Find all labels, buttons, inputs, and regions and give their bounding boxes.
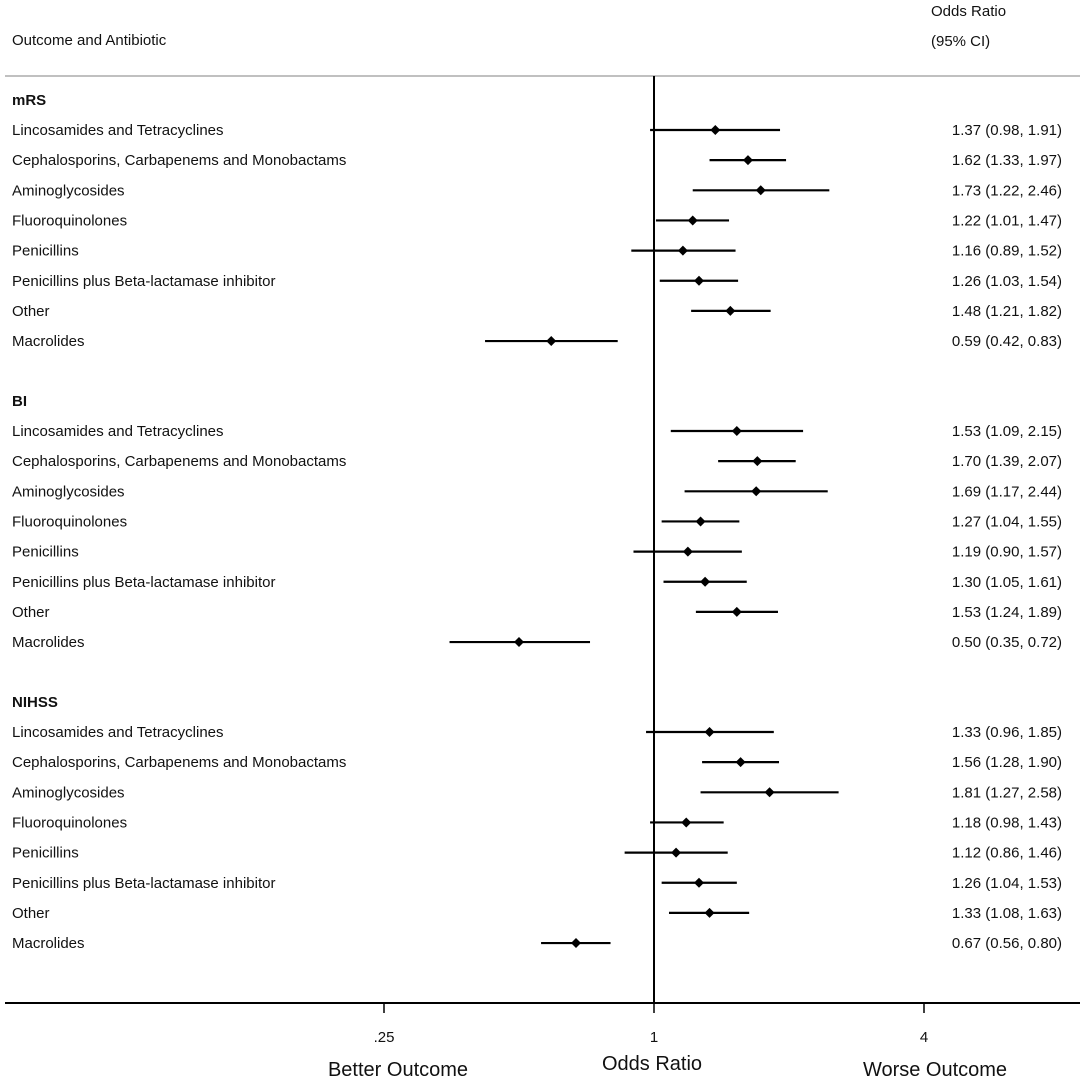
- row-value-bi-2: 1.69 (1.17, 2.44): [952, 483, 1062, 500]
- row-value-bi-7: 0.50 (0.35, 0.72): [952, 634, 1062, 651]
- point-estimate-nihss-1: [735, 757, 746, 768]
- row-label-bi-5: Penicillins plus Beta-lactamase inhibito…: [12, 574, 275, 591]
- row-value-nihss-6: 1.33 (1.08, 1.63): [952, 905, 1062, 922]
- row-label-mrs-4: Penicillins: [12, 243, 79, 260]
- row-value-mrs-7: 0.59 (0.42, 0.83): [952, 333, 1062, 350]
- point-estimate-bi-0: [731, 426, 742, 436]
- row-label-nihss-4: Penicillins: [12, 845, 79, 862]
- row-label-nihss-0: Lincosamides and Tetracyclines: [12, 724, 224, 741]
- row-value-bi-0: 1.53 (1.09, 2.15): [952, 423, 1062, 440]
- row-value-mrs-4: 1.16 (0.89, 1.52): [952, 243, 1062, 260]
- row-label-mrs-5: Penicillins plus Beta-lactamase inhibito…: [12, 273, 275, 290]
- row-value-bi-6: 1.53 (1.24, 1.89): [952, 604, 1062, 621]
- row-label-nihss-1: Cephalosporins, Carbapenems and Monobact…: [12, 754, 346, 771]
- point-estimate-bi-3: [695, 516, 706, 527]
- row-value-mrs-5: 1.26 (1.03, 1.54): [952, 273, 1062, 290]
- row-value-mrs-1: 1.62 (1.33, 1.97): [952, 152, 1062, 169]
- point-estimate-nihss-0: [704, 727, 715, 737]
- row-value-nihss-1: 1.56 (1.28, 1.90): [952, 754, 1062, 771]
- point-estimate-nihss-4: [671, 847, 682, 858]
- point-estimate-bi-4: [682, 546, 693, 557]
- row-label-bi-6: Other: [12, 604, 50, 621]
- row-label-nihss-6: Other: [12, 905, 50, 922]
- row-label-bi-4: Penicillins: [12, 544, 79, 561]
- header-ci-label: (95% CI): [931, 33, 990, 50]
- row-value-bi-4: 1.19 (0.90, 1.57): [952, 544, 1062, 561]
- worse-outcome-label: Worse Outcome: [863, 1059, 1007, 1081]
- row-label-bi-0: Lincosamides and Tetracyclines: [12, 423, 224, 440]
- x-tick-label-2: 4: [920, 1029, 928, 1046]
- point-estimate-nihss-6: [704, 907, 715, 918]
- point-estimate-nihss-7: [571, 938, 582, 949]
- row-value-nihss-2: 1.81 (1.27, 2.58): [952, 784, 1062, 801]
- row-label-mrs-2: Aminoglycosides: [12, 182, 125, 199]
- row-value-nihss-7: 0.67 (0.56, 0.80): [952, 935, 1062, 952]
- point-estimate-mrs-5: [694, 275, 705, 286]
- row-value-mrs-6: 1.48 (1.21, 1.82): [952, 303, 1062, 320]
- row-value-nihss-3: 1.18 (0.98, 1.43): [952, 814, 1062, 831]
- x-tick-label-0: .25: [374, 1029, 395, 1046]
- point-estimate-nihss-2: [764, 787, 775, 798]
- row-label-mrs-1: Cephalosporins, Carbapenems and Monobact…: [12, 152, 346, 169]
- point-estimate-mrs-1: [742, 155, 753, 166]
- row-label-bi-2: Aminoglycosides: [12, 483, 125, 500]
- row-value-nihss-4: 1.12 (0.86, 1.46): [952, 845, 1062, 862]
- group-title-mrs: mRS: [12, 92, 46, 109]
- point-estimate-mrs-4: [677, 245, 688, 256]
- point-estimate-bi-1: [752, 456, 763, 467]
- row-label-mrs-3: Fluoroquinolones: [12, 212, 127, 229]
- point-estimate-mrs-2: [755, 185, 766, 196]
- row-label-bi-1: Cephalosporins, Carbapenems and Monobact…: [12, 453, 346, 470]
- point-estimate-bi-2: [751, 486, 762, 497]
- point-estimate-mrs-6: [725, 305, 736, 316]
- row-label-mrs-7: Macrolides: [12, 333, 85, 350]
- row-value-nihss-0: 1.33 (0.96, 1.85): [952, 724, 1062, 741]
- point-estimate-bi-5: [700, 576, 711, 587]
- row-value-mrs-0: 1.37 (0.98, 1.91): [952, 122, 1062, 139]
- group-title-bi: BI: [12, 393, 27, 410]
- row-label-mrs-0: Lincosamides and Tetracyclines: [12, 122, 224, 139]
- better-outcome-label: Better Outcome: [328, 1059, 468, 1081]
- point-estimate-mrs-3: [687, 215, 698, 226]
- row-value-mrs-3: 1.22 (1.01, 1.47): [952, 212, 1062, 229]
- row-label-nihss-7: Macrolides: [12, 935, 85, 952]
- point-estimate-mrs-0: [710, 125, 721, 135]
- point-estimate-bi-7: [514, 637, 524, 648]
- row-value-bi-3: 1.27 (1.04, 1.55): [952, 513, 1062, 530]
- row-label-mrs-6: Other: [12, 303, 50, 320]
- point-estimate-nihss-3: [681, 817, 692, 828]
- row-label-nihss-3: Fluoroquinolones: [12, 814, 127, 831]
- x-axis-title: Odds Ratio: [602, 1053, 702, 1075]
- row-value-nihss-5: 1.26 (1.04, 1.53): [952, 875, 1062, 892]
- row-label-nihss-5: Penicillins plus Beta-lactamase inhibito…: [12, 875, 275, 892]
- point-estimate-bi-6: [731, 606, 742, 617]
- row-value-mrs-2: 1.73 (1.22, 2.46): [952, 182, 1062, 199]
- x-tick-label-1: 1: [650, 1029, 658, 1046]
- point-estimate-mrs-7: [546, 336, 557, 347]
- row-value-bi-5: 1.30 (1.05, 1.61): [952, 574, 1062, 591]
- header-odds-ratio-label: Odds Ratio: [931, 3, 1006, 20]
- row-value-bi-1: 1.70 (1.39, 2.07): [952, 453, 1062, 470]
- row-label-bi-7: Macrolides: [12, 634, 85, 651]
- row-label-bi-3: Fluoroquinolones: [12, 513, 127, 530]
- group-title-nihss: NIHSS: [12, 694, 58, 711]
- row-label-nihss-2: Aminoglycosides: [12, 784, 125, 801]
- header-outcome-label: Outcome and Antibiotic: [12, 32, 167, 49]
- point-estimate-nihss-5: [694, 877, 705, 888]
